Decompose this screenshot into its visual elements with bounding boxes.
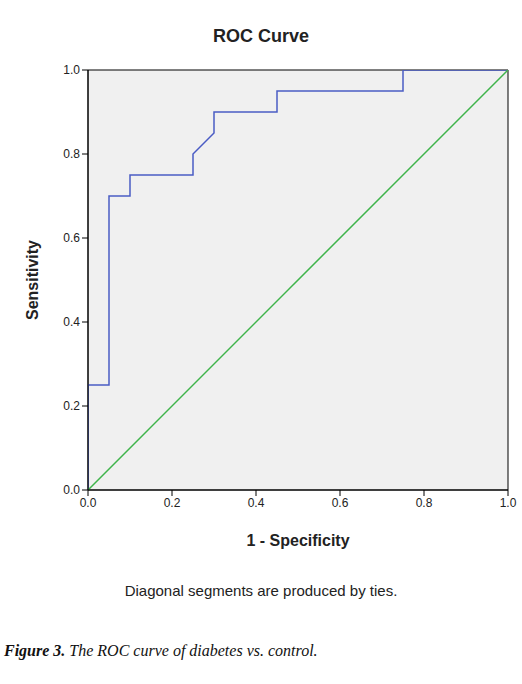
svg-text:0.4: 0.4 [248, 496, 265, 510]
svg-text:1 - Specificity: 1 - Specificity [246, 532, 349, 549]
svg-text:Sensitivity: Sensitivity [24, 240, 41, 320]
html-text:Diagonal segments are produced: Diagonal segments are produced by ties. [124, 582, 398, 599]
svg-text:0.0: 0.0 [80, 496, 97, 510]
svg-text:1.0: 1.0 [500, 496, 514, 510]
svg-text:1.0: 1.0 [63, 63, 80, 77]
svg-text:0.6: 0.6 [63, 231, 80, 245]
svg-text:0.8: 0.8 [416, 496, 433, 510]
html-text:ROC Curve: ROC Curve [213, 26, 309, 46]
svg-text:0.6: 0.6 [332, 496, 349, 510]
svg-text:0.0: 0.0 [63, 483, 80, 497]
html-text:Figure 3. The ROC curve of dia: Figure 3. The ROC curve of diabetes vs. … [4, 642, 318, 659]
svg-text:0.2: 0.2 [63, 399, 80, 413]
svg-text:0.2: 0.2 [164, 496, 181, 510]
svg-text:0.8: 0.8 [63, 147, 80, 161]
svg-text:0.4: 0.4 [63, 315, 80, 329]
